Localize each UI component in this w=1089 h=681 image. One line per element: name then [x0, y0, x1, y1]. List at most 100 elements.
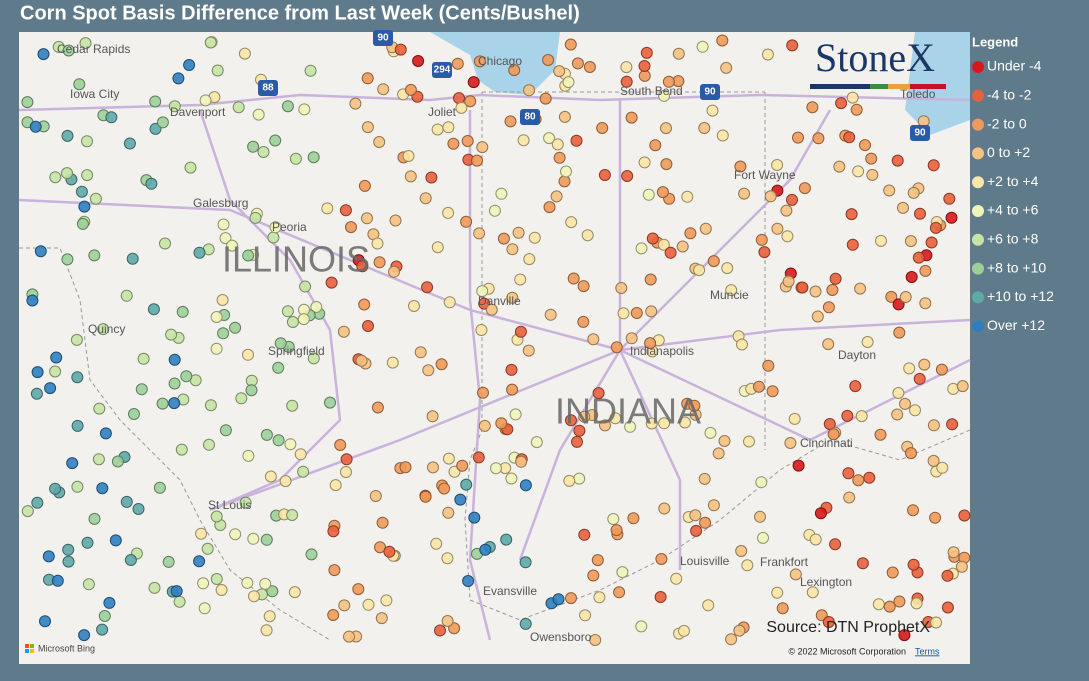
basis-dot	[75, 185, 88, 198]
basis-dot	[279, 475, 292, 488]
basis-dot	[688, 399, 701, 412]
basis-dot	[219, 232, 232, 245]
basis-dot	[814, 507, 827, 520]
basis-dot	[630, 307, 643, 319]
basis-dot	[362, 598, 375, 611]
basis-dot	[343, 630, 355, 643]
place-label: Iowa City	[70, 87, 119, 101]
basis-dot	[168, 377, 181, 390]
basis-dot	[467, 76, 480, 89]
basis-dot	[263, 610, 276, 623]
place-label: Evansville	[483, 584, 537, 598]
basis-dot	[327, 525, 340, 538]
basis-dot	[441, 615, 454, 627]
basis-dot	[438, 482, 451, 495]
basis-dot	[31, 366, 44, 379]
basis-dot	[495, 417, 508, 430]
basis-dot	[430, 537, 443, 550]
basis-dot	[328, 564, 341, 577]
basis-dot	[51, 574, 64, 587]
basis-dot	[712, 447, 725, 460]
basis-dot	[103, 596, 116, 609]
basis-dot	[707, 499, 720, 512]
basis-dot	[219, 424, 232, 437]
basis-dot	[684, 227, 697, 240]
basis-dot	[26, 294, 39, 307]
place-label: Joliet	[428, 105, 457, 119]
basis-dot	[286, 509, 299, 521]
basis-dot	[796, 281, 809, 294]
basis-dot	[544, 308, 557, 321]
basis-dot	[854, 282, 867, 295]
basis-dot	[523, 84, 535, 97]
basis-dot	[577, 280, 590, 293]
place-labels: Cedar Rapids Iowa City Davenport Chicago Jol…	[57, 30, 936, 644]
basis-dot	[786, 39, 799, 52]
basis-dot	[176, 305, 189, 318]
basis-dot	[419, 490, 432, 503]
basis-dot	[153, 481, 166, 494]
basis-dot	[702, 599, 715, 612]
basis-dot	[620, 75, 633, 88]
basis-dot	[543, 132, 556, 145]
basis-dot	[578, 410, 591, 423]
basis-dot	[855, 410, 868, 423]
basis-dot	[904, 235, 917, 248]
border	[464, 92, 483, 601]
basis-dot	[289, 152, 302, 165]
basis-dot	[508, 64, 521, 77]
basis-dot	[956, 380, 969, 393]
legend-label: +4 to +6	[987, 202, 1039, 218]
basis-dot	[266, 585, 279, 598]
basis-dot	[892, 298, 905, 311]
legend: Legend Under -4 -4 to -2 -2 to 0 0 to +2 +2 …	[972, 34, 1054, 333]
terms-link[interactable]: Terms	[915, 646, 940, 656]
basis-dot	[269, 134, 282, 147]
basis-dot	[168, 353, 181, 366]
basis-dot	[272, 434, 285, 447]
basis-dot	[721, 262, 734, 275]
legend-label: +10 to +12	[987, 288, 1054, 304]
state-borders	[19, 91, 971, 641]
basis-dot	[37, 48, 50, 61]
basis-dot	[431, 241, 444, 254]
basis-dot	[442, 121, 455, 134]
basis-dot	[577, 315, 590, 328]
basis-dot	[99, 427, 112, 440]
highway-shield	[258, 80, 278, 96]
basis-dot	[264, 470, 277, 483]
basis-dot	[307, 151, 320, 164]
basis-dot	[229, 528, 242, 541]
basis-dot	[656, 186, 669, 199]
basis-dot	[806, 101, 819, 114]
basis-dot	[581, 229, 594, 242]
basis-dot	[375, 612, 388, 625]
basis-dot	[644, 273, 657, 286]
basis-dot	[149, 95, 162, 108]
basis-dot	[781, 230, 794, 243]
basis-dot	[259, 577, 272, 590]
basis-dot	[473, 55, 486, 68]
basis-dot	[638, 69, 651, 82]
basis-dot	[30, 387, 43, 400]
basis-dot	[356, 260, 369, 273]
basis-dot	[361, 121, 374, 134]
basis-dot	[927, 419, 940, 432]
basis-dot	[903, 362, 916, 375]
basis-dot	[147, 303, 160, 316]
basis-dot	[662, 75, 675, 88]
logo-square	[25, 649, 29, 653]
basis-dot	[472, 451, 485, 464]
basis-dot	[693, 264, 706, 277]
basis-dot	[738, 187, 751, 200]
basis-dot	[699, 516, 712, 529]
basis-dot	[394, 43, 407, 56]
basis-dot	[373, 136, 386, 148]
basis-dot	[587, 569, 600, 582]
basis-dot	[340, 466, 352, 478]
basis-dot	[913, 372, 926, 385]
basis-dot	[910, 597, 923, 610]
basis-dot	[377, 83, 390, 96]
basis-dot	[345, 221, 357, 234]
basis-dot	[558, 175, 571, 188]
